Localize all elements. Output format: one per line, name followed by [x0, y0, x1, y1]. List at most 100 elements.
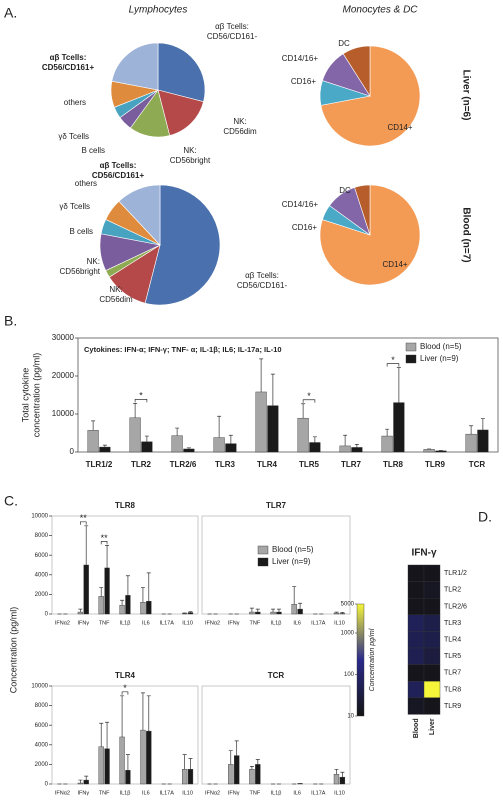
slice-label: NK: [109, 285, 122, 294]
legend-swatch [405, 342, 417, 352]
heatmap-cell [423, 631, 441, 649]
chart-title: TCR [268, 671, 285, 680]
bar [77, 611, 83, 615]
heatmap-cell [407, 564, 425, 582]
y-tick-label: 8000 [35, 533, 49, 539]
heatmap-cell [407, 697, 425, 715]
bar [77, 782, 83, 785]
error-bar [469, 425, 474, 435]
bar [98, 746, 104, 785]
y-tick-label: 10000 [52, 409, 75, 418]
error-bar [340, 771, 345, 778]
panel-letter: D. [478, 509, 492, 525]
pie-slice [111, 42, 159, 91]
significance-bracket [302, 399, 316, 403]
error-bar [249, 766, 254, 770]
y-tick-label: 2000 [35, 762, 49, 768]
x-tick-label: IL17A [311, 790, 326, 796]
bar [339, 445, 351, 453]
heatmap-cell [407, 647, 425, 665]
bar [83, 564, 89, 615]
error-bar [343, 434, 348, 446]
error-bar [249, 607, 254, 613]
slice-label: αβ Tcells: [215, 22, 249, 31]
slice-label: αβ Tcells: [50, 53, 87, 62]
error-bar [146, 572, 151, 602]
bar [423, 449, 435, 453]
slice-label: CD56bright [60, 267, 101, 276]
x-tick-label: TLR3 [215, 460, 236, 469]
slice-label: CD56/CD161- [207, 32, 258, 41]
slice-label: CD56/CD161+ [92, 171, 145, 180]
error-bar [99, 587, 104, 597]
significance-bracket [134, 399, 148, 403]
column-label: Blood [413, 718, 420, 738]
significance-label: * [123, 683, 127, 693]
bar [146, 730, 152, 785]
pie-slice [342, 45, 371, 98]
bar [477, 429, 489, 453]
x-tick-label: TLR5 [299, 460, 320, 469]
error-bar [182, 754, 187, 770]
slice-label: CD56/CD161- [237, 281, 288, 290]
error-bar [140, 692, 145, 731]
bar [339, 776, 346, 785]
heatmap-cell [407, 614, 425, 632]
bar [267, 405, 279, 453]
row-label: TLR3 [444, 620, 461, 627]
error-bar [259, 358, 264, 392]
error-bar [99, 722, 104, 747]
slice-label: γδ Tcells [58, 132, 89, 141]
row-label: TLR1/2 [444, 570, 467, 577]
x-tick-label: IL10 [182, 620, 193, 626]
y-tick-label: 4000 [35, 742, 49, 748]
slice-label: CD56dim [223, 127, 257, 136]
heatmap-cell [407, 664, 425, 682]
error-bar [255, 608, 260, 613]
chart-title: TLR4 [115, 671, 136, 680]
significance-bracket [80, 521, 87, 525]
chart-title: TLR8 [115, 501, 136, 510]
slice-label: others [75, 179, 97, 188]
row-label: TLR4 [444, 637, 461, 644]
error-bar [301, 403, 306, 419]
bar [465, 433, 477, 453]
bar [125, 770, 131, 785]
chart-title: TLR7 [266, 501, 287, 510]
row-label: TLR7 [444, 670, 461, 677]
row-header: Blood (n=7) [460, 207, 471, 262]
bar [183, 448, 195, 453]
bar [140, 729, 146, 785]
y-tick-label: 2000 [35, 592, 49, 598]
slice-label: αβ Tcells: [100, 161, 137, 170]
bar [393, 402, 405, 453]
y-tick-label: 6000 [35, 723, 49, 729]
colorbar-label: Concentration pg/ml [369, 628, 376, 691]
bar [249, 769, 255, 785]
column-header: Lymphocytes [129, 5, 188, 16]
slice-label: NK: [183, 146, 196, 155]
heatmap-cell [423, 664, 441, 682]
bar [255, 764, 261, 785]
heatmap-cell [407, 581, 425, 599]
bar [146, 601, 152, 615]
significance-label: ** [80, 513, 88, 523]
plot-frame [51, 515, 199, 615]
bar [119, 736, 125, 785]
error-bar [276, 608, 281, 613]
y-axis-label: Concentration (pg/ml) [8, 607, 18, 694]
x-tick-label: TNF [99, 620, 110, 626]
pie-slice [157, 42, 206, 103]
bar [291, 604, 297, 615]
x-tick-label: IL10 [334, 790, 345, 796]
colorbar [356, 603, 365, 717]
bar [140, 602, 146, 615]
x-tick-label: IFNγ [77, 790, 89, 796]
x-tick-label: TLR4 [257, 460, 278, 469]
error-bar [480, 418, 485, 430]
plot-frame [51, 685, 199, 785]
significance-label: * [307, 391, 311, 401]
y-tick-label: 20000 [52, 371, 75, 380]
error-bar [125, 754, 130, 771]
error-bar [140, 587, 145, 603]
